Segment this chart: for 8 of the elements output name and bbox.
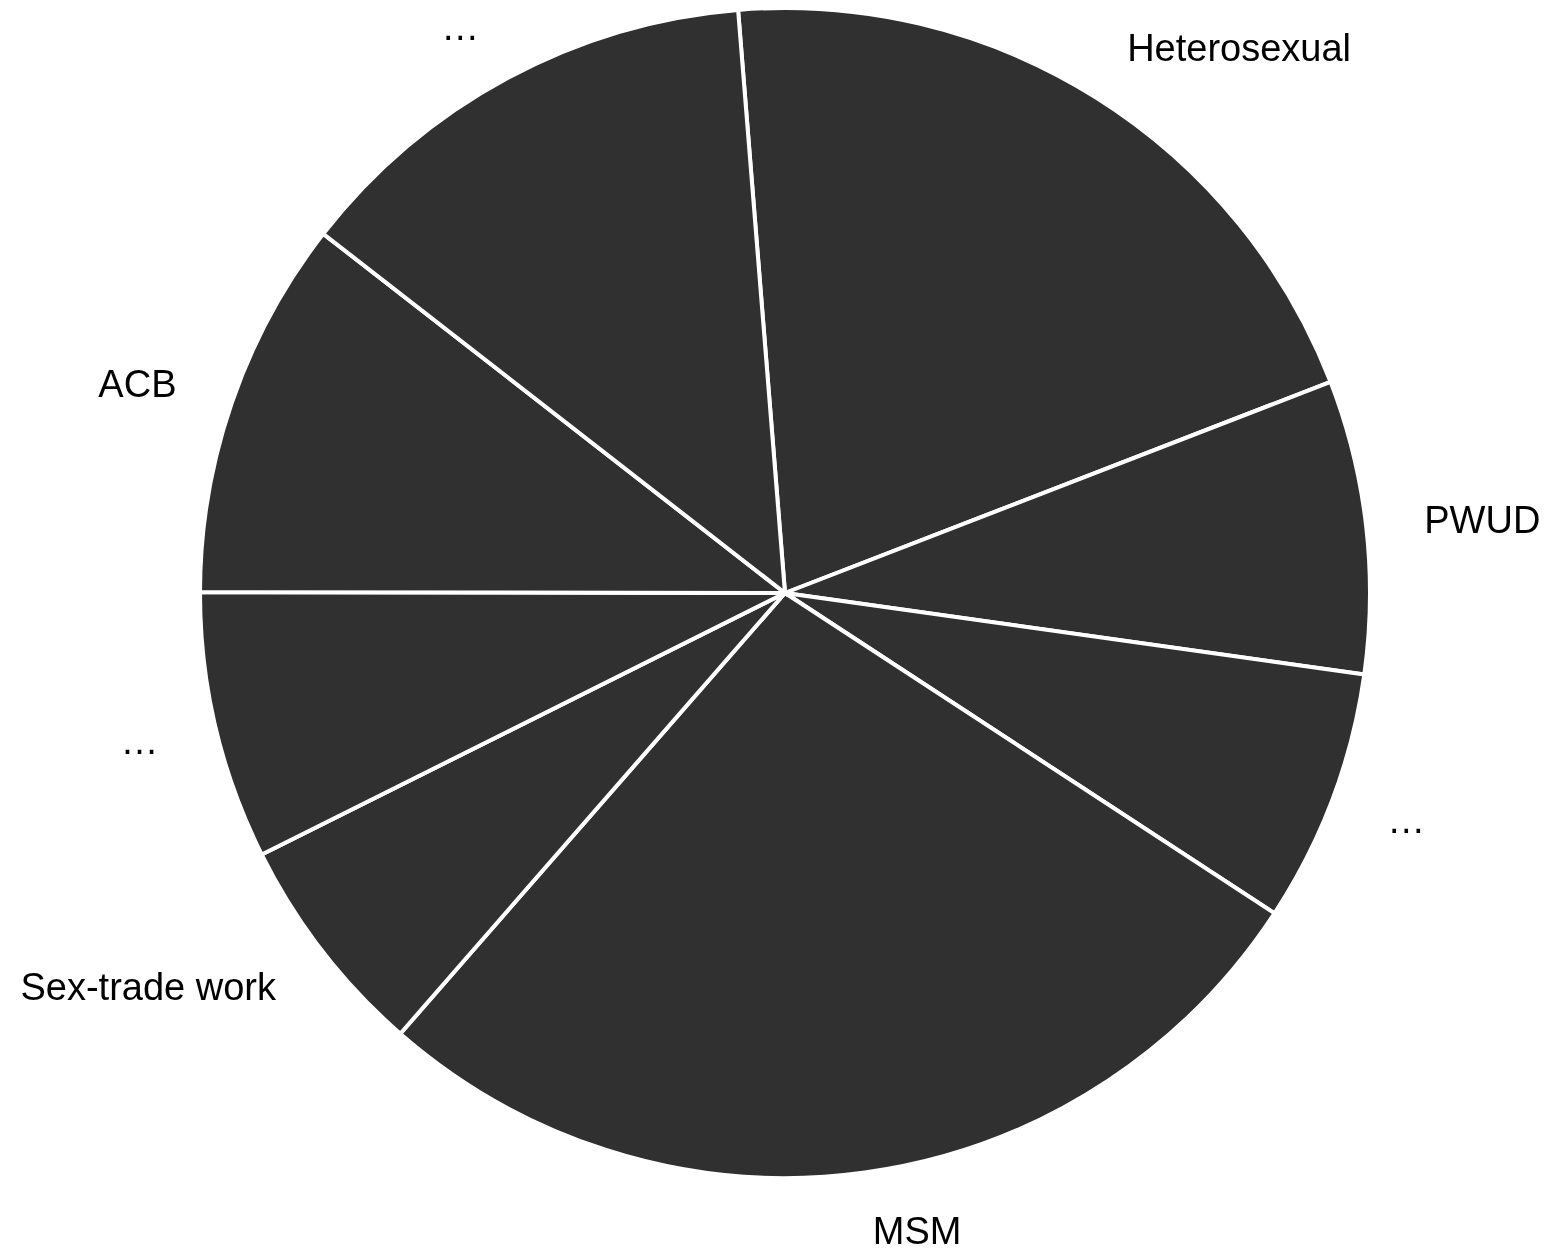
slice-label: Heterosexual	[1127, 27, 1352, 70]
slice-label: …	[441, 6, 480, 49]
slice-label: …	[1387, 798, 1426, 841]
slice-label: ACB	[98, 363, 177, 406]
slice-label: Sex-trade work	[20, 966, 277, 1008]
slice-label: PWUD	[1424, 498, 1541, 541]
slice-label: …	[120, 719, 159, 762]
slice-label: MSM	[872, 1209, 962, 1249]
